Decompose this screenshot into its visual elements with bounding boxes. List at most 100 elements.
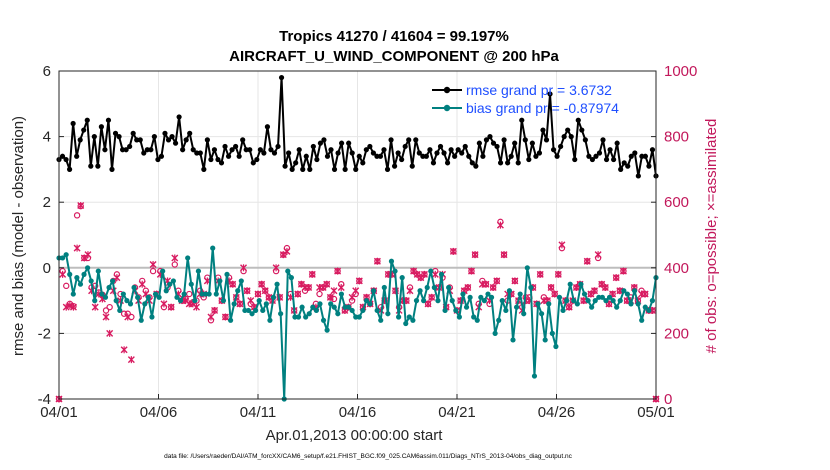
obs-assimilated-point xyxy=(91,303,99,311)
obs-assimilated-point xyxy=(254,290,262,298)
bias-point xyxy=(635,301,641,307)
obs-assimilated-point xyxy=(619,267,627,275)
rmse-point xyxy=(349,150,355,156)
bias-point xyxy=(624,291,631,297)
obs-assimilated-point xyxy=(594,251,602,259)
rmse-point xyxy=(204,137,210,143)
rmse-point xyxy=(201,166,207,172)
bias-point xyxy=(606,294,613,300)
bias-point xyxy=(102,294,109,300)
bias-point xyxy=(295,314,302,320)
obs-assimilated-point xyxy=(554,270,562,278)
obs-assimilated-point xyxy=(138,280,146,288)
bias-point xyxy=(474,317,480,323)
bias-point xyxy=(513,304,520,310)
bias-point xyxy=(413,298,420,304)
obs-assimilated-point xyxy=(547,283,555,291)
bias-point xyxy=(270,294,277,300)
bias-point xyxy=(227,317,234,323)
obs-possible-point xyxy=(73,212,81,219)
bias-point xyxy=(181,291,187,297)
rmse-point xyxy=(649,147,656,153)
bias-point xyxy=(488,294,495,300)
x-tick-label: 04/01 xyxy=(40,404,78,421)
bias-point xyxy=(481,298,488,304)
obs-assimilated-point xyxy=(352,287,360,295)
rmse-point xyxy=(452,153,458,159)
bias-point xyxy=(510,337,516,343)
y-tick-label-left: 6 xyxy=(43,63,51,80)
x-tick-label: 04/16 xyxy=(339,404,377,421)
rmse-point xyxy=(310,143,316,150)
rmse-point xyxy=(77,137,83,143)
bias-point xyxy=(74,275,80,281)
bias-point xyxy=(238,278,244,284)
obs-assimilated-point xyxy=(124,313,132,321)
bias-point xyxy=(160,268,166,274)
obs-assimilated-point xyxy=(167,303,175,311)
bias-point xyxy=(167,281,173,287)
bias-point xyxy=(535,301,541,307)
obs-assimilated-point xyxy=(229,280,237,288)
obs-assimilated-point xyxy=(431,270,439,278)
bias-point xyxy=(245,307,252,314)
bias-point xyxy=(571,298,577,304)
obs-assimilated-point xyxy=(612,274,620,282)
legend-rmse-label: rmse grand pr = 3.6732 xyxy=(466,82,612,98)
bias-point xyxy=(177,298,184,304)
bias-point xyxy=(539,311,545,317)
bias-point xyxy=(138,317,144,323)
bias-point xyxy=(253,307,259,314)
rmse-point xyxy=(211,147,218,153)
rmse-point xyxy=(487,134,493,140)
bias-point xyxy=(581,291,588,297)
obs-assimilated-point xyxy=(247,297,255,305)
bias-point xyxy=(113,298,119,304)
bias-point xyxy=(206,291,212,297)
rmse-point xyxy=(215,156,221,163)
obs-assimilated-point xyxy=(493,277,501,285)
x-tick-label: 05/01 xyxy=(637,404,675,421)
obs-assimilated-point xyxy=(330,287,338,295)
bias-point xyxy=(549,330,555,336)
bias-point xyxy=(392,268,398,274)
bias-point xyxy=(256,298,262,304)
obs-assimilated-point xyxy=(272,264,280,272)
rmse-point xyxy=(448,147,454,153)
bias-point xyxy=(317,301,323,307)
chart-subtitle: AIRCRAFT_U_WIND_COMPONENT @ 200 hPa xyxy=(229,48,559,65)
rmse-point xyxy=(406,137,412,143)
rmse-point xyxy=(554,153,560,159)
bias-point xyxy=(628,301,634,307)
y-tick-label-right: 800 xyxy=(664,129,689,146)
rmse-point xyxy=(512,140,518,146)
rmse-point xyxy=(367,143,373,150)
bias-point xyxy=(299,304,305,310)
bias-point xyxy=(574,301,580,307)
rmse-point xyxy=(286,150,292,156)
obs-assimilated-point xyxy=(211,306,219,314)
rmse-point xyxy=(282,163,288,169)
y-axis-right: 0 200 400 600 800 1000 xyxy=(651,63,697,408)
rmse-point xyxy=(377,153,384,159)
rmse-point xyxy=(165,137,172,143)
rmse-point xyxy=(575,117,581,123)
rmse-point xyxy=(225,153,232,159)
obs-assimilated-point xyxy=(77,201,85,209)
y-axis-left: -4 -2 0 2 4 6 xyxy=(38,63,64,408)
bias-point xyxy=(421,298,427,304)
bias-point xyxy=(142,301,148,307)
rmse-point xyxy=(141,150,147,156)
bias-point xyxy=(213,291,219,297)
bias-point xyxy=(639,317,645,323)
bias-point xyxy=(438,271,445,277)
rmse-point xyxy=(187,130,193,136)
rmse-point xyxy=(522,137,528,143)
rmse-point xyxy=(70,120,76,127)
rmse-point xyxy=(547,91,553,97)
bias-point xyxy=(195,268,202,274)
bias-point xyxy=(374,307,380,314)
bias-point xyxy=(310,304,316,310)
bias-point xyxy=(503,307,509,314)
rmse-point xyxy=(434,150,440,156)
